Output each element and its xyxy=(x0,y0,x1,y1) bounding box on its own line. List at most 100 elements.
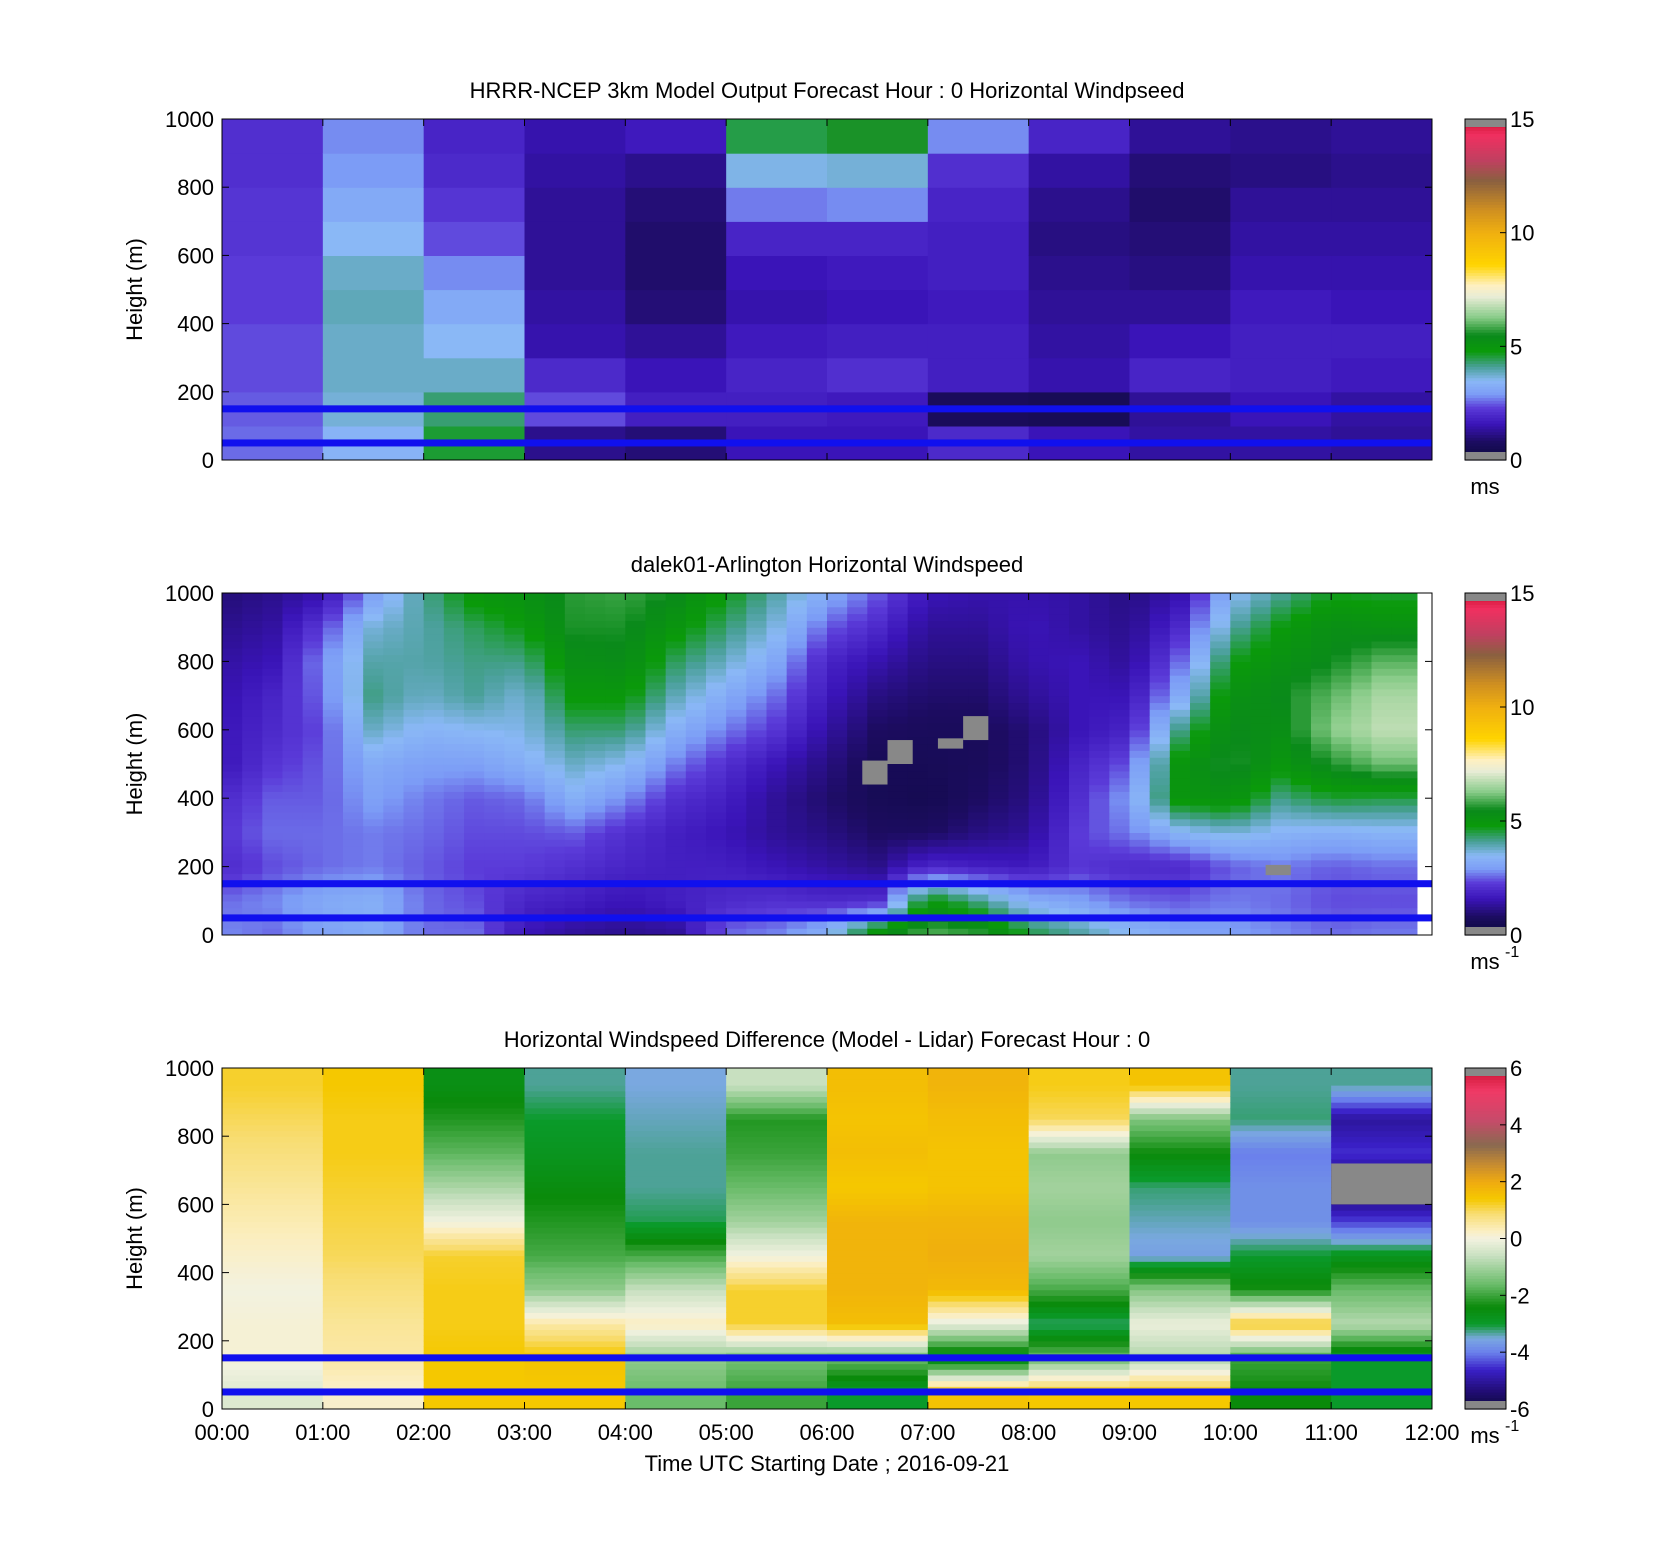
heatmap-cell xyxy=(524,811,546,820)
heatmap-cell xyxy=(1190,729,1211,738)
heatmap-cell xyxy=(302,811,324,820)
heatmap-cell xyxy=(867,791,889,799)
y-tick-label: 0 xyxy=(202,923,214,948)
heatmap-cell xyxy=(282,907,304,916)
heatmap-cell xyxy=(988,729,1010,738)
heatmap-cell xyxy=(1411,729,1418,738)
heatmap-cell xyxy=(1149,866,1171,875)
heatmap-cell xyxy=(464,928,485,935)
heatmap-cell xyxy=(786,593,808,601)
colorbar-segment xyxy=(1465,337,1506,342)
heatmap-cell xyxy=(887,777,909,786)
heatmap-cell xyxy=(645,743,667,751)
heatmap-cell xyxy=(1311,593,1332,601)
heatmap-cell xyxy=(222,289,324,325)
heatmap-cell xyxy=(1109,606,1131,615)
heatmap-cell xyxy=(524,1210,626,1217)
heatmap-cell xyxy=(322,757,344,765)
heatmap-cell xyxy=(1391,928,1413,935)
heatmap-cell xyxy=(1311,743,1332,751)
heatmap-cell xyxy=(1230,1272,1332,1279)
heatmap-cell xyxy=(403,716,425,724)
colorbar-segment xyxy=(1465,414,1506,418)
heatmap-cell xyxy=(222,907,243,916)
heatmap-cell xyxy=(786,627,808,635)
heatmap-cell xyxy=(343,729,364,738)
heatmap-cell xyxy=(1351,757,1373,765)
heatmap-cell xyxy=(1129,729,1151,738)
heatmap-cell xyxy=(1028,1266,1131,1274)
heatmap-cell xyxy=(544,784,566,792)
heatmap-cell xyxy=(464,613,485,621)
heatmap-cell xyxy=(907,729,929,738)
heatmap-cell xyxy=(786,716,808,724)
heatmap-cell xyxy=(887,681,909,690)
reference-line xyxy=(222,439,1432,447)
heatmap-cell xyxy=(322,722,344,731)
heatmap-cell xyxy=(625,1136,727,1143)
heatmap-cell xyxy=(1129,1244,1231,1251)
heatmap-cell xyxy=(827,119,929,154)
heatmap-cell xyxy=(948,921,969,929)
heatmap-cell xyxy=(262,613,284,621)
heatmap-cell xyxy=(927,1369,1030,1376)
colorbar-segment xyxy=(1465,1136,1506,1140)
colorbar-segment xyxy=(1465,675,1506,680)
heatmap-cell xyxy=(827,640,848,649)
heatmap-cell xyxy=(1149,661,1171,669)
heatmap-cell xyxy=(1290,654,1312,662)
heatmap-cell xyxy=(927,647,949,656)
colorbar-segment xyxy=(1465,363,1506,367)
heatmap-cell xyxy=(1331,839,1352,847)
heatmap-cell xyxy=(1250,757,1272,765)
heatmap-cell xyxy=(222,681,243,690)
heatmap-cell xyxy=(887,722,909,731)
colorbar-segment xyxy=(1465,866,1506,871)
heatmap-cell xyxy=(1230,1329,1332,1336)
heatmap-cell xyxy=(927,1158,1030,1166)
heatmap-cell xyxy=(222,1113,324,1120)
heatmap-cell xyxy=(423,764,445,772)
heatmap-cell xyxy=(423,153,526,188)
heatmap-cell xyxy=(927,187,1030,222)
heatmap-cell xyxy=(222,839,243,847)
heatmap-cell xyxy=(887,695,909,704)
heatmap-cell xyxy=(322,1164,425,1171)
heatmap-cell xyxy=(827,893,848,902)
heatmap-cell xyxy=(1250,627,1272,635)
heatmap-cell xyxy=(1230,729,1252,738)
heatmap-cell xyxy=(1331,593,1352,601)
heatmap-cell xyxy=(1371,702,1393,710)
heatmap-cell xyxy=(1371,859,1393,868)
heatmap-cell xyxy=(222,1323,324,1331)
heatmap-cell xyxy=(625,1255,727,1262)
colorbar-segment xyxy=(1465,445,1506,450)
heatmap-cell xyxy=(1210,873,1231,881)
heatmap-cell xyxy=(827,1272,929,1279)
heatmap-cell xyxy=(1028,1346,1131,1353)
heatmap-cell xyxy=(1391,634,1413,642)
heatmap-cell xyxy=(322,866,344,875)
heatmap-cell xyxy=(1169,661,1191,669)
heatmap-cell xyxy=(524,1096,626,1103)
heatmap-cell xyxy=(625,289,727,325)
heatmap-cell xyxy=(524,859,546,868)
colorbar-segment xyxy=(1465,632,1506,637)
heatmap-cell xyxy=(827,1210,929,1217)
heatmap-cell xyxy=(1250,709,1272,717)
heatmap-cell xyxy=(726,1221,828,1228)
colorbar-segment xyxy=(1465,371,1506,376)
heatmap-cell xyxy=(343,791,364,799)
heatmap-cell xyxy=(746,702,768,710)
colorbar-segment xyxy=(1465,1210,1506,1214)
heatmap-cell xyxy=(665,887,687,895)
heatmap-cell xyxy=(322,1312,425,1319)
colorbar-segment xyxy=(1465,249,1506,254)
heatmap-cell xyxy=(806,681,828,690)
heatmap-cell xyxy=(1331,1266,1432,1274)
heatmap-cell xyxy=(1169,654,1191,662)
heatmap-cell xyxy=(968,599,989,608)
heatmap-cell xyxy=(726,1147,828,1154)
y-tick-label: 600 xyxy=(177,718,214,743)
heatmap-cell xyxy=(222,1266,324,1274)
